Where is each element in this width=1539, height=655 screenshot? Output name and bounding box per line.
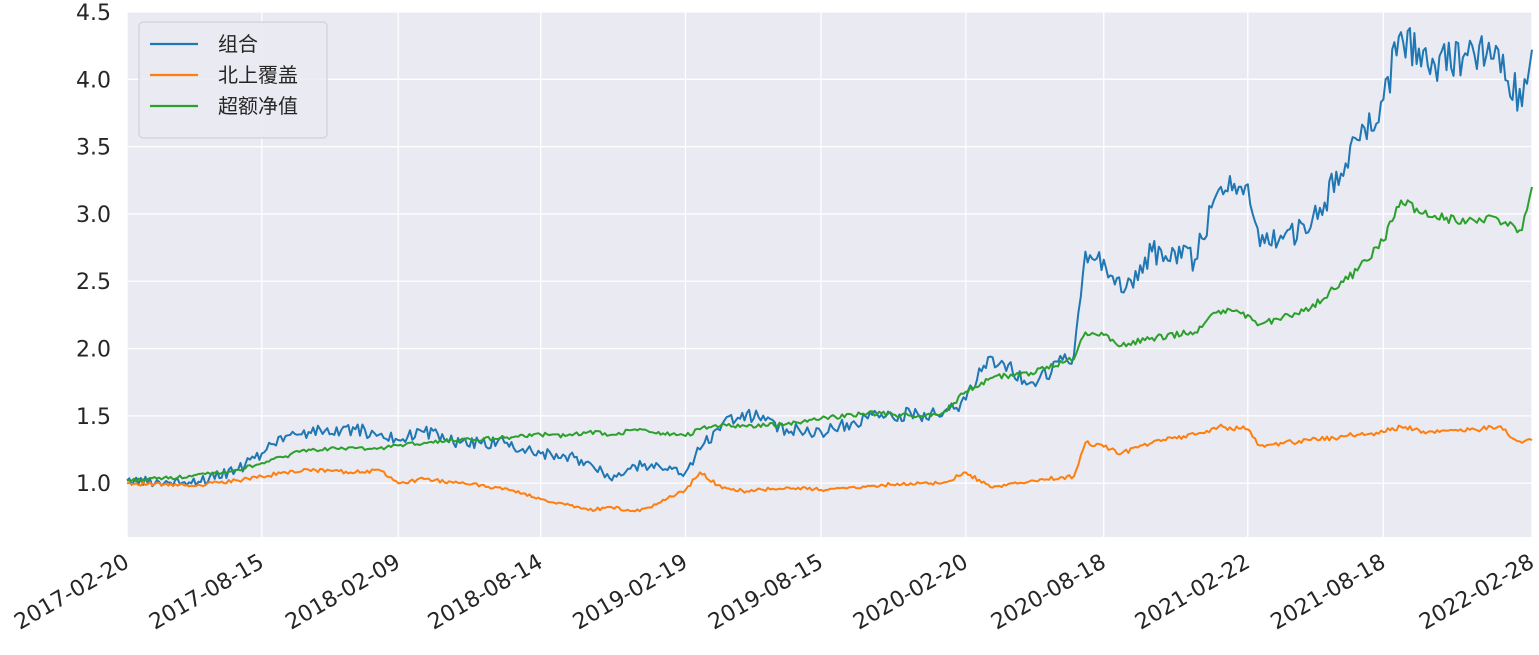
plot-background	[127, 12, 1532, 537]
x-tick-label: 2020-02-20	[849, 550, 972, 636]
x-tick-label: 2021-02-22	[1131, 550, 1254, 636]
x-tick-label: 2018-02-09	[282, 550, 405, 636]
y-tick-label: 2.0	[76, 338, 111, 363]
x-axis-ticks: 2017-02-20 2017-08-15 2018-02-09 2018-08-14…	[10, 550, 1538, 636]
legend-label: 北上覆盖	[218, 63, 298, 87]
y-axis-ticks: 1.0 1.5 2.0 2.5 3.0 3.5 4.0 4.5	[76, 1, 111, 497]
x-tick-label: 2020-08-18	[987, 550, 1110, 636]
y-tick-label: 3.5	[76, 136, 111, 161]
series-line-0	[126, 27, 1533, 488]
y-tick-label: 1.0	[76, 472, 111, 497]
x-tick-label: 2022-02-28	[1415, 550, 1538, 636]
series-line-2	[127, 186, 1533, 483]
series-lines	[126, 27, 1533, 513]
y-tick-label: 1.5	[76, 405, 111, 430]
x-tick-label: 2019-02-19	[569, 550, 692, 636]
y-tick-label: 2.5	[76, 270, 111, 295]
x-tick-label: 2021-08-18	[1267, 550, 1390, 636]
x-tick-label: 2019-08-15	[704, 550, 827, 636]
grid-lines	[126, 11, 1533, 537]
x-tick-label: 2018-08-14	[424, 550, 547, 636]
x-tick-label: 2017-08-15	[145, 550, 268, 636]
y-tick-label: 4.5	[76, 1, 111, 26]
series-line-1	[126, 423, 1533, 513]
legend-box	[138, 21, 328, 139]
y-tick-label: 3.0	[76, 203, 111, 228]
y-tick-label: 4.0	[76, 68, 111, 93]
legend-label: 超额净值	[218, 94, 298, 118]
x-tick-label: 2017-02-20	[10, 550, 133, 636]
legend-label: 组合	[218, 32, 258, 56]
